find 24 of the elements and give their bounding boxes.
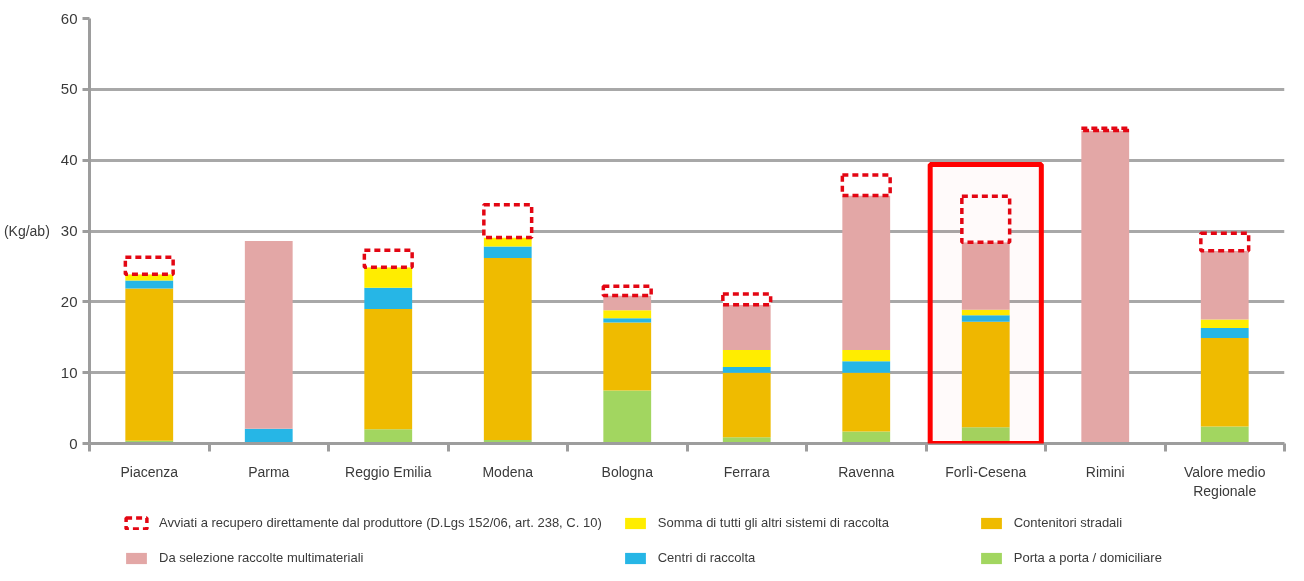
x-tick-label: Reggio Emilia <box>345 463 432 480</box>
x-tick-label: Piacenza <box>120 463 179 480</box>
x-tick-label: Ravenna <box>838 463 895 480</box>
legend-label: Da selezione raccolte multimateriali <box>159 550 365 565</box>
x-tick-label: Modena <box>482 463 534 480</box>
x-tick-label: Rimini <box>1085 463 1125 480</box>
x-tick-label: Ferrara <box>723 463 770 480</box>
legend-label: Porta a porta / domiciliare <box>1013 550 1163 565</box>
x-tick-label: Forlì-Cesena <box>945 463 1027 480</box>
y-tick-label: 60 <box>60 9 78 27</box>
y-tick-label: 30 <box>60 222 78 239</box>
y-tick-label: 40 <box>60 151 78 169</box>
legend-label: Contenitori stradali <box>1013 515 1124 530</box>
x-tick-label: Valore medio Regionale <box>1184 463 1266 499</box>
legend-label: Avviati a recupero direttamente dal produttore (D.Lgs 152/06, art. 238, C. 10) <box>159 515 602 530</box>
y-tick-label: 20 <box>60 292 78 310</box>
y-tick-label: 50 <box>60 80 78 98</box>
x-tick-label: Bologna <box>601 463 654 480</box>
y-tick-label: 10 <box>60 363 78 381</box>
y-tick-label: 0 <box>69 434 78 452</box>
legend-label: Centri di raccolta <box>657 550 757 565</box>
legend-label: Somma di tutti gli altri sistemi di raccolta <box>657 515 890 530</box>
x-tick-label: Parma <box>248 463 290 480</box>
y-axis-title: (Kg/ab) <box>3 223 50 239</box>
